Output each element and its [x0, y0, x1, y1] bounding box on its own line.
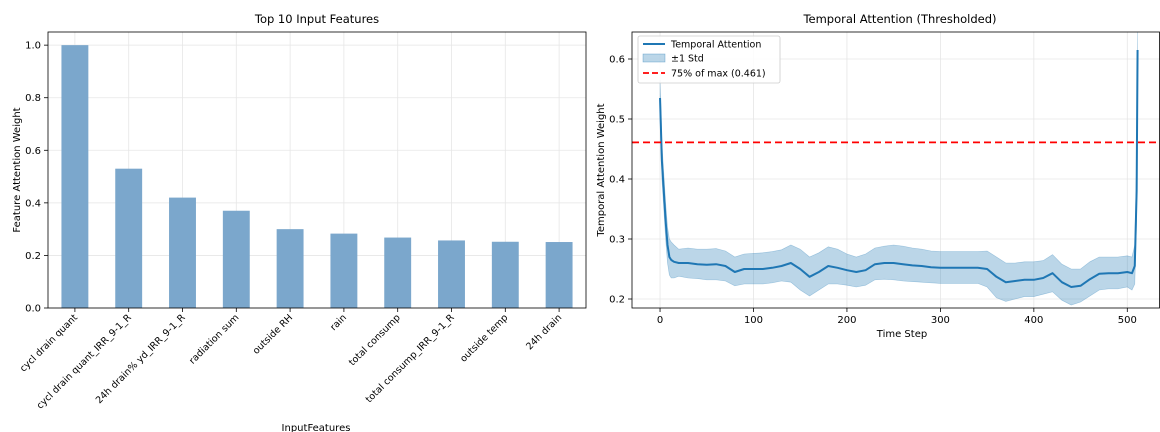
line-xtick-label: 400	[1024, 315, 1043, 326]
bar	[545, 242, 573, 308]
line-xtick-label: 500	[1118, 315, 1137, 326]
bar	[491, 241, 519, 308]
legend-swatch-band	[642, 53, 666, 63]
line-ytick-label: 0.4	[609, 175, 625, 186]
bar	[115, 168, 143, 308]
line-xtick-label: 0	[657, 315, 663, 326]
bar-chart-ylabel: Feature Attention Weight	[12, 107, 23, 232]
bar	[438, 240, 465, 308]
bar	[330, 233, 358, 308]
bar-chart-title: Top 10 Input Features	[254, 12, 379, 26]
bar-plot-frame	[47, 31, 587, 309]
bar	[222, 210, 250, 308]
bar-ytick-label: 0.4	[25, 198, 41, 209]
bar	[169, 197, 196, 308]
bar-ytick-label: 1.0	[25, 41, 41, 52]
legend: Temporal Attention ±1 Std 75% of max (0.46…	[637, 35, 781, 84]
bar	[61, 45, 89, 309]
line-ytick-label: 0.2	[609, 295, 625, 306]
line-chart-title: Temporal Attention (Thresholded)	[802, 12, 996, 26]
line-ytick-label: 0.5	[609, 115, 625, 126]
line-ytick-label: 0.6	[609, 55, 625, 66]
line-xtick-label: 100	[744, 315, 763, 326]
legend-label: Temporal Attention	[670, 40, 761, 51]
legend-label: 75% of max (0.461)	[671, 69, 766, 80]
line-chart-ylabel: Temporal Attention Weight	[596, 103, 607, 237]
temporal-attention-line	[659, 49, 1139, 288]
line-chart-xlabel: Time Step	[876, 329, 927, 340]
bar-ytick-label: 0.2	[25, 251, 41, 262]
bar	[276, 229, 304, 308]
line-ytick-label: 0.3	[609, 235, 625, 246]
bar-ytick-label: 0.6	[25, 146, 41, 157]
bar	[384, 237, 412, 308]
temporal-attention-chart: 0.2 0.3 0.4 0.5 0.6 0 100 200 300 400 500 Temporal …	[596, 12, 1160, 340]
legend-box	[637, 35, 781, 84]
line-xtick-label: 300	[931, 315, 950, 326]
bar-ytick-label: 0.0	[25, 304, 41, 315]
line-xtick-label: 200	[837, 315, 856, 326]
bar-chart-xlabel: InputFeatures	[282, 423, 351, 432]
legend-label: ±1 Std	[671, 54, 704, 65]
bar-ytick-label: 0.8	[25, 93, 41, 104]
